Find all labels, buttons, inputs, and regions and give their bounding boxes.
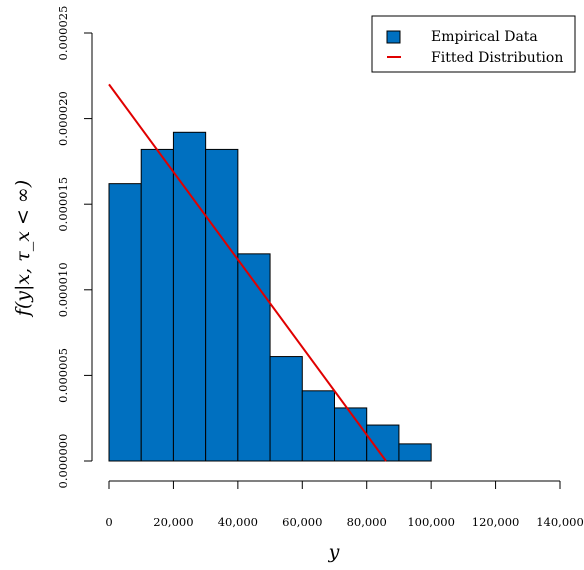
bars-layer <box>108 131 432 462</box>
y-tick-label-2: 0.000010 <box>56 262 70 317</box>
y-axis: 0.000000 0.000005 0.000010 0.000015 0.000020… <box>56 6 93 489</box>
y-tick-label-5: 0.000025 <box>56 6 70 61</box>
histogram-bar-6 <box>301 390 335 462</box>
x-tick-label-5: 100,000 <box>407 515 455 529</box>
y-tick-label-1: 0.000005 <box>56 348 70 403</box>
legend: Empirical Data Fitted Distribution <box>371 15 576 73</box>
x-tick-label-6: 120,000 <box>472 515 520 529</box>
x-tick-label-1: 20,000 <box>153 515 193 529</box>
histogram-bar-7 <box>334 407 368 462</box>
x-tick-label-2: 40,000 <box>218 515 258 529</box>
x-axis-label: y <box>328 541 340 563</box>
histogram-bar-0 <box>108 183 142 462</box>
x-tick-label-4: 80,000 <box>347 515 387 529</box>
y-tick-label-4: 0.000020 <box>56 91 70 146</box>
y-tick-label-3: 0.000015 <box>56 177 70 232</box>
histogram-bar-1 <box>140 148 174 462</box>
histogram-bar-5 <box>269 356 303 462</box>
histogram-bar-3 <box>205 148 239 462</box>
x-tick-label-3: 60,000 <box>282 515 322 529</box>
fitted-line-layer <box>108 83 387 462</box>
histogram-bar-2 <box>172 131 207 462</box>
fitted-distribution-line <box>108 83 387 462</box>
legend-box <box>371 15 576 73</box>
histogram-bar-4 <box>237 253 271 462</box>
x-tick-label-7: 140,000 <box>536 515 584 529</box>
legend-swatch-empirical <box>386 30 401 44</box>
legend-label-fitted: Fitted Distribution <box>431 50 563 66</box>
x-axis: 0 20,000 40,000 60,000 80,000 100,000 120,000 1… <box>105 480 584 529</box>
legend-label-empirical: Empirical Data <box>431 29 538 45</box>
y-axis-label: f(y|x, τ_x < ∞) <box>12 180 34 318</box>
x-tick-label-0: 0 <box>105 515 112 529</box>
histogram-bar-9 <box>398 443 432 462</box>
y-tick-label-0: 0.000000 <box>56 434 70 489</box>
